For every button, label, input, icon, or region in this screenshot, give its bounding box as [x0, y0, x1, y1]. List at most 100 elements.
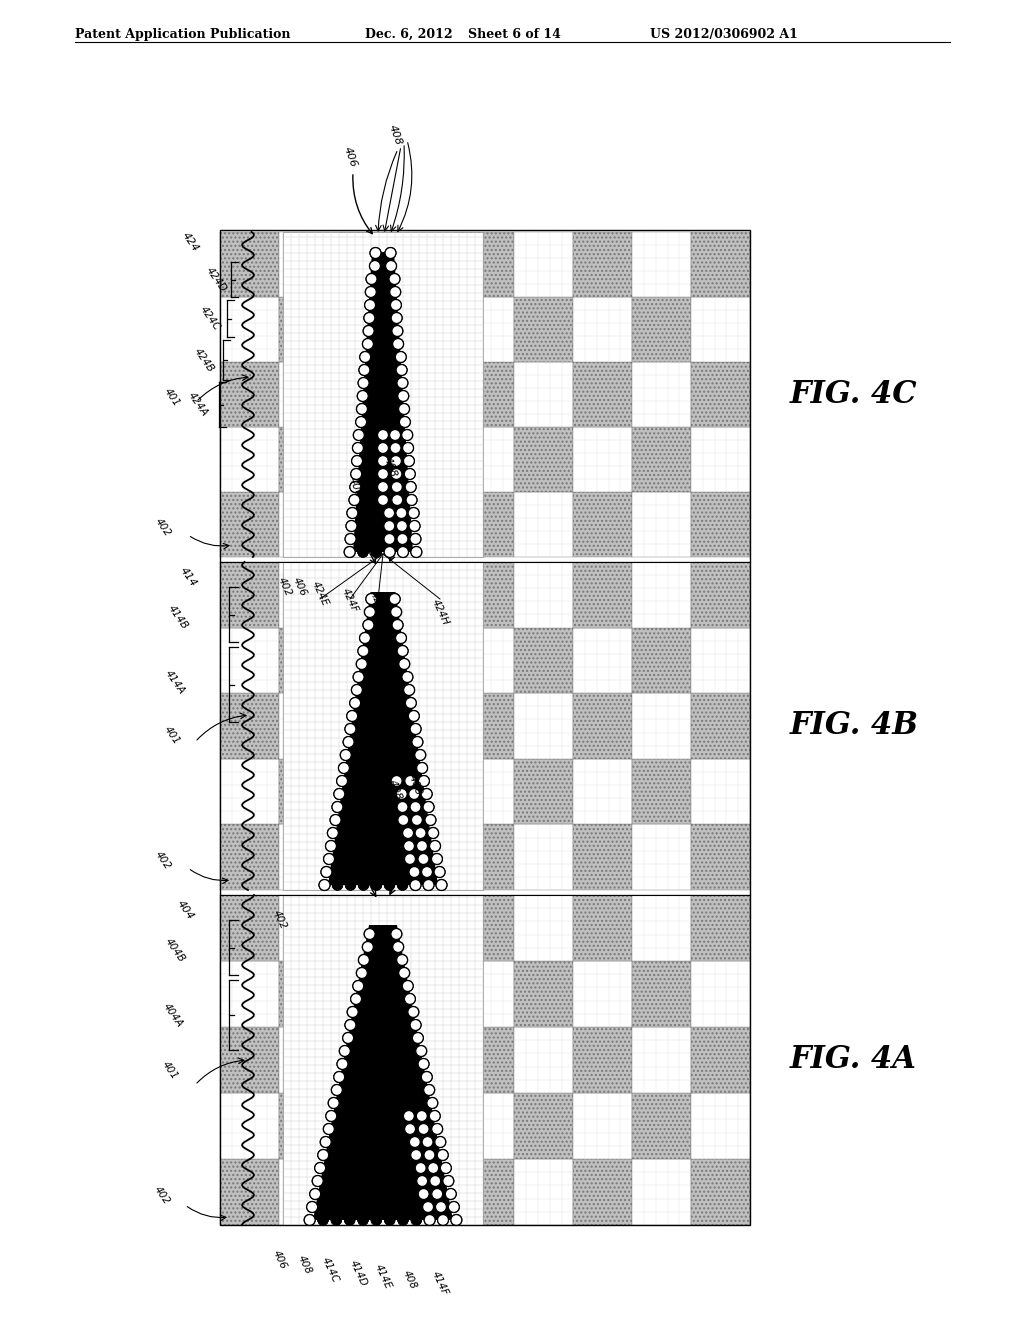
Circle shape — [421, 1072, 432, 1082]
Circle shape — [314, 1163, 326, 1173]
Circle shape — [307, 1201, 317, 1213]
Circle shape — [350, 776, 361, 787]
Text: 402: 402 — [154, 849, 173, 871]
Circle shape — [415, 828, 426, 838]
Circle shape — [384, 1150, 395, 1160]
Circle shape — [378, 1097, 388, 1109]
Circle shape — [384, 1007, 394, 1018]
Text: 424B: 424B — [193, 346, 216, 374]
Circle shape — [365, 1163, 376, 1173]
Circle shape — [351, 1176, 362, 1187]
Circle shape — [355, 417, 367, 428]
Circle shape — [326, 841, 337, 851]
Circle shape — [392, 619, 403, 631]
Bar — [573, 362, 632, 426]
Circle shape — [357, 1085, 369, 1096]
Circle shape — [404, 1188, 416, 1200]
Circle shape — [415, 750, 426, 760]
Circle shape — [378, 941, 388, 953]
Circle shape — [371, 737, 382, 747]
Circle shape — [396, 1072, 408, 1082]
Circle shape — [358, 954, 370, 965]
Circle shape — [384, 954, 395, 965]
Circle shape — [390, 763, 401, 774]
Circle shape — [409, 1072, 420, 1082]
Circle shape — [357, 1150, 369, 1160]
Bar — [220, 627, 279, 693]
Circle shape — [344, 814, 354, 825]
Bar — [514, 627, 573, 693]
Circle shape — [351, 685, 362, 696]
Text: 414A: 414A — [163, 668, 186, 696]
Circle shape — [398, 404, 410, 414]
Circle shape — [365, 455, 376, 466]
Bar — [456, 895, 514, 961]
Bar — [338, 895, 396, 961]
Circle shape — [358, 723, 369, 734]
Circle shape — [392, 338, 403, 350]
Circle shape — [397, 645, 408, 656]
Bar — [456, 492, 514, 557]
Circle shape — [349, 495, 360, 506]
Circle shape — [378, 928, 388, 940]
Circle shape — [358, 723, 369, 734]
Circle shape — [332, 801, 343, 812]
Circle shape — [352, 442, 364, 454]
Circle shape — [417, 841, 427, 851]
Bar — [514, 895, 573, 961]
Circle shape — [366, 286, 376, 297]
Circle shape — [378, 455, 388, 466]
Circle shape — [371, 814, 382, 825]
Circle shape — [359, 507, 370, 519]
Circle shape — [357, 391, 369, 401]
Circle shape — [331, 1150, 342, 1160]
Bar — [632, 562, 691, 627]
Circle shape — [402, 1097, 413, 1109]
Circle shape — [371, 533, 382, 544]
Circle shape — [390, 607, 401, 618]
Circle shape — [378, 442, 388, 454]
Circle shape — [338, 1176, 349, 1187]
Text: 424H: 424H — [430, 598, 451, 627]
Circle shape — [345, 1085, 355, 1096]
Circle shape — [384, 364, 394, 375]
Bar — [573, 492, 632, 557]
Circle shape — [392, 495, 402, 506]
Circle shape — [396, 1137, 408, 1147]
Circle shape — [410, 801, 421, 812]
Bar — [632, 961, 691, 1027]
Bar — [338, 961, 396, 1027]
Circle shape — [427, 1097, 437, 1109]
Bar — [456, 297, 514, 362]
Circle shape — [427, 1097, 437, 1109]
Circle shape — [384, 710, 394, 722]
Circle shape — [304, 1214, 315, 1225]
Circle shape — [386, 260, 396, 272]
Circle shape — [351, 841, 362, 851]
Bar — [279, 426, 338, 492]
Circle shape — [385, 417, 395, 428]
Circle shape — [406, 697, 417, 709]
Bar — [691, 1093, 750, 1159]
Circle shape — [392, 495, 402, 506]
Circle shape — [403, 685, 415, 696]
Circle shape — [402, 981, 414, 991]
Circle shape — [345, 801, 356, 812]
Circle shape — [353, 429, 365, 441]
Circle shape — [339, 841, 349, 851]
Circle shape — [384, 1007, 394, 1018]
Circle shape — [371, 645, 382, 656]
Circle shape — [359, 507, 370, 519]
Circle shape — [390, 1045, 401, 1056]
Circle shape — [372, 788, 382, 800]
Circle shape — [346, 1072, 357, 1082]
Circle shape — [378, 495, 388, 506]
Circle shape — [356, 659, 368, 669]
Circle shape — [391, 313, 402, 323]
Bar — [279, 492, 338, 557]
Bar — [456, 961, 514, 1027]
Circle shape — [403, 1045, 414, 1056]
Circle shape — [378, 750, 388, 760]
Circle shape — [351, 455, 362, 466]
Circle shape — [378, 994, 388, 1005]
